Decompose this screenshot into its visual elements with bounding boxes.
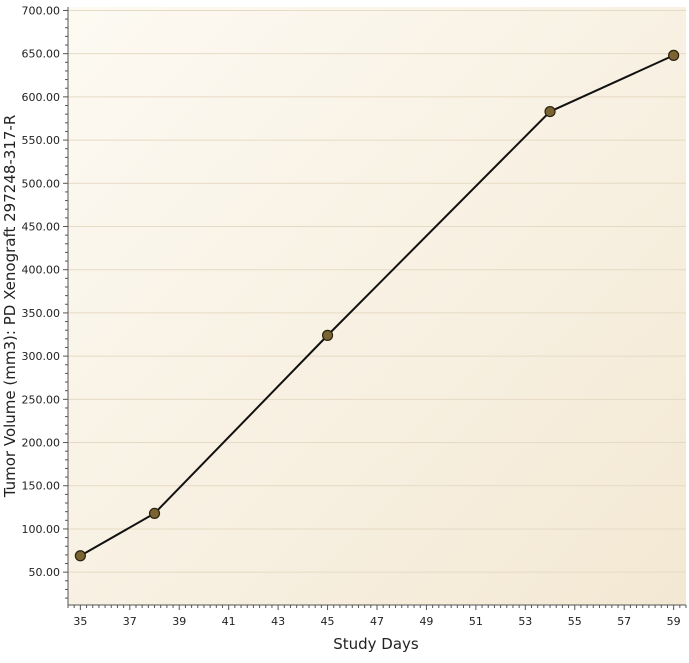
x-tick-label: 47 — [370, 615, 384, 628]
y-tick-label: 450.00 — [22, 220, 61, 233]
plot-area — [68, 7, 686, 605]
data-point — [74, 550, 86, 562]
x-tick-label: 39 — [172, 615, 186, 628]
y-tick-label: 500.00 — [22, 177, 61, 190]
y-tick-label: 300.00 — [22, 350, 61, 363]
tick-labels: 50.00 100.00 150.00 200.00 250.00 300.00 350.0… — [22, 4, 681, 628]
x-tick-label: 57 — [617, 615, 631, 628]
y-tick-label: 50.00 — [29, 566, 61, 579]
y-tick-label: 700.00 — [22, 4, 61, 17]
y-tick-label: 200.00 — [22, 437, 61, 450]
x-tick-label: 35 — [73, 615, 87, 628]
data-point — [544, 105, 556, 118]
x-tick-label: 59 — [667, 615, 681, 628]
data-point — [148, 507, 161, 519]
gridlines — [68, 9, 686, 573]
y-tick-label: 400.00 — [22, 264, 61, 277]
y-tick-label: 650.00 — [22, 48, 61, 61]
y-tick-label: 600.00 — [22, 91, 61, 104]
y-tick-label: 250.00 — [22, 393, 61, 406]
x-tick-label: 51 — [469, 615, 483, 628]
y-tick-label: 350.00 — [22, 307, 61, 320]
series — [74, 49, 680, 562]
x-tick-label: 53 — [518, 615, 532, 628]
x-axis-title: Study Days — [333, 635, 419, 653]
x-tick-label: 49 — [419, 615, 433, 628]
x-tick-label: 45 — [321, 615, 335, 628]
y-axis-title: Tumor Volume (mm3): PD Xenograft 297248-… — [1, 115, 19, 499]
x-tick-label: 43 — [271, 615, 285, 628]
x-tick-label: 41 — [222, 615, 236, 628]
data-point — [321, 329, 334, 341]
y-tick-label: 150.00 — [22, 480, 61, 493]
ticks — [63, 9, 687, 610]
y-tick-label: 550.00 — [22, 134, 61, 147]
data-point — [668, 49, 680, 61]
x-tick-label: 37 — [123, 615, 137, 628]
x-tick-label: 55 — [568, 615, 582, 628]
y-tick-label: 100.00 — [22, 523, 61, 536]
